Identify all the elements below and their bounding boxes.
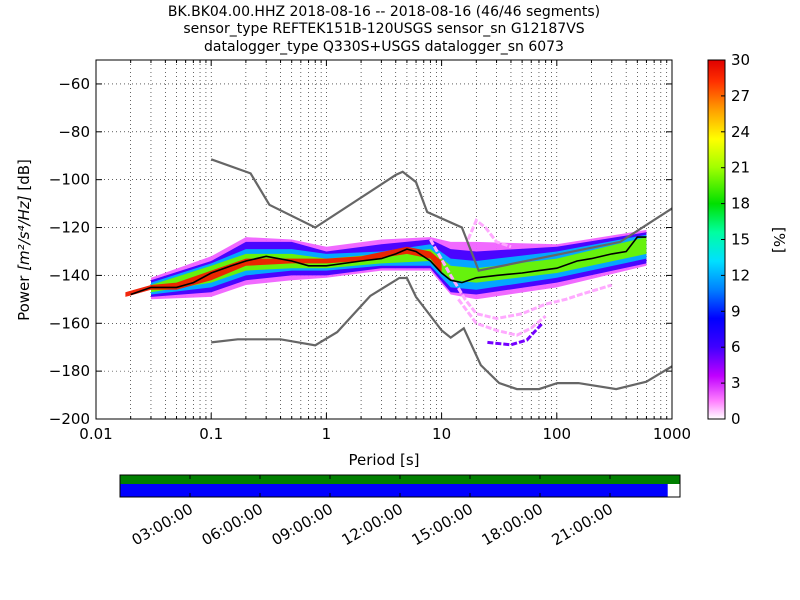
y-tick-label: −120 [49, 219, 90, 237]
colorbar-tick-label: 3 [731, 374, 741, 392]
x-axis-ticks: 0.01 0.1 1 10 100 1000 [79, 60, 691, 443]
outlier-curve [457, 298, 547, 337]
colorbar-tick-label: 12 [731, 266, 750, 284]
colorbar-tick-label: 27 [731, 87, 750, 105]
data-coverage-bar [120, 475, 680, 484]
y-tick-label: −140 [49, 266, 90, 284]
x-tick-label: 10 [432, 425, 451, 443]
timeline-tick-label: 06:00:00 [199, 500, 266, 549]
y-tick-label: −160 [49, 314, 90, 332]
plot-frame [95, 59, 673, 420]
x-tick-label: 0.01 [79, 425, 112, 443]
y-axis-label-units: [m²/s⁴/Hz] [15, 195, 33, 271]
psd-coverage-bar [120, 484, 668, 497]
high-noise-model-line [210, 158, 672, 272]
chart-title-line3: datalogger_type Q330S+USGS datalogger_sn… [204, 39, 564, 55]
colorbar-tick-label: 9 [731, 302, 741, 320]
x-tick-label: 100 [542, 425, 571, 443]
colorbar-ticks: 0 3 6 9 12 15 18 21 24 27 30 [721, 51, 750, 428]
density-band [125, 246, 442, 297]
timeline-tick-label: 03:00:00 [129, 500, 196, 549]
chart-title-line2: sensor_type REFTEK151B-120USGS sensor_sn… [183, 21, 584, 37]
timeline-tick-label: 21:00:00 [549, 500, 616, 549]
y-axis-label-suffix: [dB] [15, 159, 33, 195]
colorbar-tick-label: 21 [731, 159, 750, 177]
colorbar: 0 3 6 9 12 15 18 21 24 27 30 [%] [707, 51, 788, 428]
outlier-curve [487, 322, 544, 347]
x-axis-label: Period [s] [348, 451, 419, 469]
colorbar-tick-label: 24 [731, 123, 750, 141]
outlier-curve [429, 238, 613, 321]
density-band [151, 234, 647, 295]
y-axis-label-prefix: Power [15, 271, 33, 321]
noise-models [210, 158, 672, 391]
mode-layer [130, 236, 647, 296]
y-tick-label: −100 [49, 171, 90, 189]
density-bands [125, 229, 647, 300]
y-tick-label: −60 [58, 75, 90, 93]
timeline-coverage: 03:00:00 06:00:00 09:00:00 12:00:00 15:00:00… [119, 474, 681, 549]
x-tick-label: 0.1 [199, 425, 223, 443]
colorbar-tick-label: 18 [731, 195, 750, 213]
x-tick-label: 1 [322, 425, 332, 443]
timeline-tick-label: 15:00:00 [409, 500, 476, 549]
y-tick-label: −80 [58, 123, 90, 141]
colorbar-tick-label: 15 [731, 231, 750, 249]
outlier-curves [429, 218, 613, 347]
y-axis-ticks: −60 −80 −100 −120 −140 −160 −180 −200 [49, 75, 672, 428]
y-tick-label: −200 [49, 410, 90, 428]
colorbar-label: [%] [770, 227, 788, 253]
outlier-curve [466, 218, 512, 249]
timeline-tick-label: 12:00:00 [339, 500, 406, 549]
colorbar-tick-label: 6 [731, 338, 741, 356]
y-tick-label: −180 [49, 362, 90, 380]
y-axis-label: Power [m²/s⁴/Hz] [dB] [15, 159, 33, 321]
colorbar-tick-label: 30 [731, 51, 750, 69]
chart-title-line1: BK.BK04.00.HHZ 2018-08-16 -- 2018-08-16 … [168, 4, 600, 20]
x-tick-label: 1000 [653, 425, 691, 443]
timeline-tick-label: 18:00:00 [479, 500, 546, 549]
timeline-tick-label: 09:00:00 [269, 500, 336, 549]
colorbar-tick-label: 0 [731, 410, 741, 428]
mode-line [130, 236, 647, 296]
low-noise-model-line [211, 276, 672, 391]
plot-area: 0.01 0.1 1 10 100 1000 −60 −80 −100 −120 −140 −160… [49, 59, 691, 443]
